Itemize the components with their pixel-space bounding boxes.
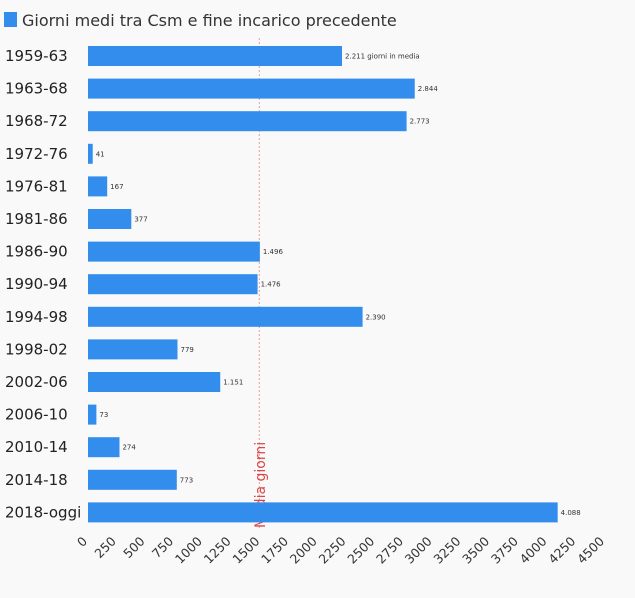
bar <box>88 469 177 490</box>
bar <box>88 306 363 327</box>
tick-label: 1000 <box>172 533 205 566</box>
tick-label: 3250 <box>430 533 463 566</box>
category-label: 1998-02 <box>5 340 68 358</box>
bars-layer <box>88 46 558 523</box>
data-label: 167 <box>110 183 123 191</box>
data-label: 1.476 <box>261 281 282 289</box>
category-label: 2010-14 <box>5 438 68 456</box>
bar <box>88 46 343 66</box>
category-label: 2014-18 <box>5 471 68 489</box>
legend-label: Giorni medi tra Csm e fine incarico prec… <box>22 11 397 30</box>
tick-label: 1500 <box>229 533 262 566</box>
category-label: 1968-72 <box>5 112 68 130</box>
tick-label: 4250 <box>545 533 578 566</box>
category-label: 1990-94 <box>5 275 68 293</box>
bar <box>88 78 415 99</box>
tick-label: 0 <box>74 533 90 549</box>
bar <box>88 143 93 164</box>
bar <box>88 209 132 229</box>
category-label: 2006-10 <box>5 406 68 424</box>
data-label: 779 <box>180 346 193 354</box>
x-axis-ticks: 0 250 500 750100012501500175020002250250027… <box>74 533 607 566</box>
data-label: 41 <box>96 150 105 158</box>
tick-label: 3500 <box>459 533 492 566</box>
bar <box>88 372 221 392</box>
tick-label: 1250 <box>201 533 234 566</box>
category-label: 1981-86 <box>5 210 68 228</box>
category-label: 1986-90 <box>5 243 68 261</box>
tick-label: 4000 <box>517 533 550 566</box>
tick-label: 250 <box>91 533 119 561</box>
data-label: 1.151 <box>223 379 243 387</box>
data-label: 2.773 <box>410 118 430 126</box>
bar <box>88 339 178 360</box>
data-labels: 2.211 giorni in media 2.844 2.773 41 167 377 1… <box>96 53 581 517</box>
tick-label: 2750 <box>373 533 406 566</box>
tick-label: 3000 <box>402 533 435 566</box>
data-label: 773 <box>180 476 193 484</box>
category-label: 1959-63 <box>5 47 68 65</box>
data-label: 274 <box>122 444 136 452</box>
category-label: 1994-98 <box>5 308 68 326</box>
category-label: 2002-06 <box>5 373 68 391</box>
tick-label: 4500 <box>574 533 607 566</box>
tick-label: 500 <box>120 533 148 561</box>
category-label: 2018-oggi <box>5 503 81 521</box>
bar <box>88 111 407 132</box>
tick-label: 2250 <box>316 533 349 566</box>
data-label: 73 <box>99 411 108 419</box>
tick-label: 2000 <box>287 533 320 566</box>
data-label: 2.844 <box>418 85 439 93</box>
bar <box>88 404 97 425</box>
tick-label: 1750 <box>258 533 291 566</box>
bar <box>88 502 558 523</box>
tick-label: 2500 <box>344 533 377 566</box>
legend-swatch <box>4 12 17 27</box>
category-label: 1972-76 <box>5 145 68 163</box>
data-label: 2.390 <box>366 313 386 321</box>
bar <box>88 176 108 197</box>
data-label: 4.088 <box>561 509 581 517</box>
data-label: 2.211 giorni in media <box>345 53 420 61</box>
data-label: 1.496 <box>263 248 284 256</box>
category-label: 1963-68 <box>5 80 68 98</box>
category-label: 1976-81 <box>5 177 68 195</box>
bar <box>88 241 260 262</box>
data-label: 377 <box>134 216 147 224</box>
tick-label: 3750 <box>488 533 521 566</box>
category-labels: 1959-63 1963-68 1968-72 1972-76 1976-81 1981-… <box>5 47 81 521</box>
bar <box>88 274 258 295</box>
bar <box>88 437 120 458</box>
